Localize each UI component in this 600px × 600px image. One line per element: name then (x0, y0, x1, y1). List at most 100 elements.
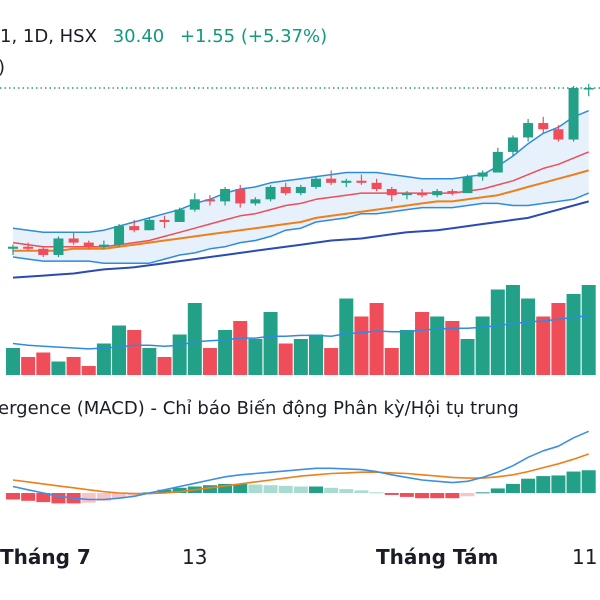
macd-histogram-bar (202, 485, 217, 493)
volume-bar (399, 330, 414, 375)
candle-body (23, 246, 34, 249)
candle-body (144, 219, 155, 231)
volume-bar (187, 303, 202, 375)
volume-bar (6, 348, 20, 375)
volume-bar (354, 316, 369, 375)
candle-body (280, 186, 291, 194)
candle-body (265, 186, 276, 200)
candle-body (159, 219, 170, 222)
volume-bar (475, 316, 490, 375)
volume-bar (324, 348, 339, 375)
candle-body (477, 172, 488, 177)
candle-body (114, 226, 125, 245)
volume-bar (172, 334, 187, 375)
macd-histogram-bar (218, 483, 233, 493)
macd-histogram-bar (415, 493, 430, 499)
volume-bar (490, 289, 505, 375)
volume-bar (430, 316, 445, 375)
bollinger-middle-line (12, 151, 589, 248)
volume-bar (66, 357, 81, 375)
candle-body (38, 248, 49, 255)
candle-body (311, 178, 321, 187)
volume-bar (202, 348, 217, 375)
volume-bar (81, 366, 96, 375)
macd-histogram-bar (309, 486, 323, 493)
volume-bar (51, 361, 66, 375)
candle-body (401, 193, 412, 196)
macd-histogram-bar (278, 485, 293, 493)
macd-histogram-bar (566, 471, 581, 493)
volume-bar (566, 294, 581, 375)
candle-body (204, 199, 215, 202)
macd-histogram-bar (399, 493, 414, 497)
macd-indicator-title: ergence (MACD) - Chỉ báo Biến động Phân … (0, 398, 519, 419)
macd-histogram-bar (369, 492, 384, 494)
macd-histogram-bar (172, 487, 187, 493)
volume-bar (112, 325, 127, 375)
volume-bar (339, 298, 354, 375)
volume-bar (521, 298, 536, 375)
volume-bar (96, 343, 111, 375)
candle-body (462, 176, 473, 194)
candle-body (553, 129, 564, 140)
macd-histogram-bar (581, 470, 596, 493)
macd-histogram-bar (233, 483, 248, 493)
candle-body (568, 88, 579, 140)
volume-bar (369, 303, 384, 375)
macd-histogram-bar (263, 485, 278, 493)
volume-bar (415, 312, 430, 375)
volume-bar (21, 357, 36, 375)
volume-bar (127, 330, 142, 375)
candle-body (417, 193, 428, 196)
volume-bar (248, 339, 263, 375)
macd-histogram-bar (112, 493, 127, 499)
candle-body (371, 182, 382, 189)
candle-body (507, 137, 518, 152)
candle-body (523, 123, 534, 138)
macd-histogram-bar (96, 493, 111, 501)
volume-bar (293, 339, 308, 375)
macd-histogram-bar (536, 476, 551, 493)
macd-line (12, 430, 590, 501)
candle-body (492, 151, 503, 173)
macd-histogram-bar (248, 484, 263, 493)
macd-histogram-bar (430, 493, 445, 499)
macd-histogram-bar (490, 488, 505, 493)
volume-bar (36, 352, 51, 375)
macd-histogram-bar (324, 487, 339, 493)
macd-histogram-bar (36, 493, 51, 503)
volume-bar (157, 357, 172, 375)
x-axis-label-july: Tháng 7 (0, 545, 91, 569)
header-second-line: ) (0, 57, 5, 78)
volume-bar (536, 316, 551, 375)
macd-histogram-bar (6, 493, 20, 500)
moving-average-navy-line (12, 200, 589, 279)
candle-body (447, 191, 458, 194)
macd-signal-line (12, 453, 589, 495)
candle-body (174, 209, 185, 222)
candle-body (8, 246, 18, 249)
volume-bar (233, 321, 248, 375)
chart-header: 1, 1D, HSX 30.40 +1.55 (+5.37%) (0, 26, 327, 47)
volume-bar (551, 303, 566, 375)
macd-histogram-bar (505, 483, 520, 493)
volume-bar (142, 348, 157, 375)
candle-body (53, 238, 64, 255)
volume-bar (278, 343, 293, 375)
candle-body (356, 180, 367, 183)
candle-body (98, 244, 109, 247)
bollinger-upper-line (12, 110, 589, 234)
price-change: +1.55 (+5.37%) (179, 26, 328, 47)
macd-histogram-bar (384, 493, 399, 495)
macd-histogram-bar (293, 486, 308, 493)
volume-bar (309, 334, 323, 375)
candle-body (583, 88, 594, 90)
bollinger-lower-line (12, 192, 589, 264)
volume-moving-average-line (12, 314, 589, 350)
x-axis-label-13: 13 (182, 545, 208, 569)
candle-body (295, 186, 306, 194)
volume-bar (384, 348, 399, 375)
macd-histogram-bar (81, 493, 96, 503)
candle-body (432, 191, 443, 196)
